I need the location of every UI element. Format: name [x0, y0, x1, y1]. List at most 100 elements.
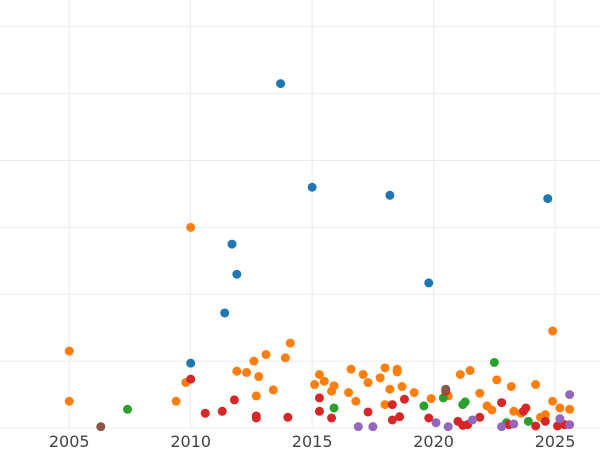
data-point — [232, 269, 242, 279]
data-point — [380, 400, 390, 410]
data-point — [232, 366, 242, 376]
data-point — [487, 405, 497, 415]
data-point — [200, 408, 210, 418]
x-tick-label: 2010 — [170, 432, 211, 450]
data-point — [489, 357, 499, 367]
data-point — [123, 404, 133, 414]
data-point — [523, 416, 533, 426]
data-point — [319, 376, 329, 386]
data-point — [426, 394, 436, 404]
data-point — [475, 388, 485, 398]
x-tick-label: 2005 — [49, 432, 90, 450]
data-point — [399, 394, 409, 404]
data-point — [460, 397, 470, 407]
data-point — [351, 396, 361, 406]
data-point — [310, 380, 320, 390]
data-point — [543, 194, 553, 204]
data-point — [314, 406, 324, 416]
data-point — [387, 415, 397, 425]
data-point — [397, 382, 407, 392]
data-point — [465, 365, 475, 375]
data-point — [521, 403, 531, 413]
data-point — [363, 378, 373, 388]
data-point — [548, 396, 558, 406]
data-point — [555, 414, 565, 424]
data-point — [424, 278, 434, 288]
data-point — [497, 398, 507, 408]
data-point — [254, 372, 264, 382]
data-point — [229, 395, 239, 405]
data-point — [363, 407, 373, 417]
data-point — [431, 418, 441, 428]
data-point — [455, 370, 465, 379]
data-point — [540, 410, 550, 420]
data-point — [268, 385, 278, 395]
data-point — [344, 388, 354, 398]
data-point — [565, 404, 575, 414]
x-tick-label: 2025 — [535, 432, 576, 450]
data-point — [540, 416, 550, 426]
x-tick-label: 2015 — [292, 432, 333, 450]
data-point — [531, 421, 541, 431]
data-point — [380, 363, 390, 373]
data-point — [385, 384, 395, 394]
data-point — [392, 367, 402, 377]
data-point — [509, 419, 519, 429]
data-point — [307, 182, 317, 192]
data-point — [395, 412, 405, 422]
data-point — [548, 326, 558, 336]
data-point — [419, 401, 429, 411]
data-point — [506, 382, 516, 392]
data-point — [409, 388, 419, 398]
data-point — [346, 364, 356, 374]
data-point — [509, 406, 519, 416]
data-point — [565, 390, 575, 400]
data-point — [171, 396, 181, 406]
data-point — [64, 346, 74, 356]
data-point — [375, 373, 385, 383]
data-point — [96, 422, 106, 432]
x-axis-ticks: 2005 2010 2015 2020 2025 — [49, 432, 576, 450]
data-point — [555, 403, 565, 413]
data-point — [64, 396, 74, 406]
data-point — [283, 412, 293, 422]
data-point — [387, 400, 397, 410]
data-point — [441, 384, 451, 394]
data-point — [492, 375, 502, 385]
data-point — [251, 413, 261, 423]
data-point — [385, 190, 395, 200]
data-point — [531, 380, 541, 390]
data-point — [186, 222, 196, 232]
data-point — [368, 422, 378, 432]
points-layer — [64, 79, 575, 432]
data-point — [467, 415, 477, 425]
data-point — [280, 353, 290, 363]
data-point — [276, 79, 286, 89]
data-point — [358, 370, 368, 379]
data-point — [353, 422, 363, 432]
data-point — [242, 367, 252, 377]
data-point — [329, 403, 339, 413]
x-tick-label: 2020 — [413, 432, 454, 450]
data-point — [314, 370, 324, 379]
data-point — [443, 422, 453, 432]
data-point — [565, 420, 575, 430]
data-point — [475, 412, 485, 422]
data-point — [217, 406, 227, 416]
data-point — [552, 421, 562, 431]
data-point — [249, 356, 259, 366]
data-point — [251, 391, 261, 401]
data-point — [186, 358, 196, 368]
data-point — [261, 349, 271, 359]
data-point — [497, 422, 507, 432]
data-point — [329, 381, 339, 391]
data-point — [327, 413, 337, 423]
data-point — [285, 338, 295, 348]
data-point — [314, 393, 324, 403]
data-point — [186, 374, 196, 384]
grid-layer — [0, 0, 600, 429]
data-point — [220, 308, 230, 318]
data-point — [424, 413, 434, 423]
data-point — [227, 239, 237, 249]
